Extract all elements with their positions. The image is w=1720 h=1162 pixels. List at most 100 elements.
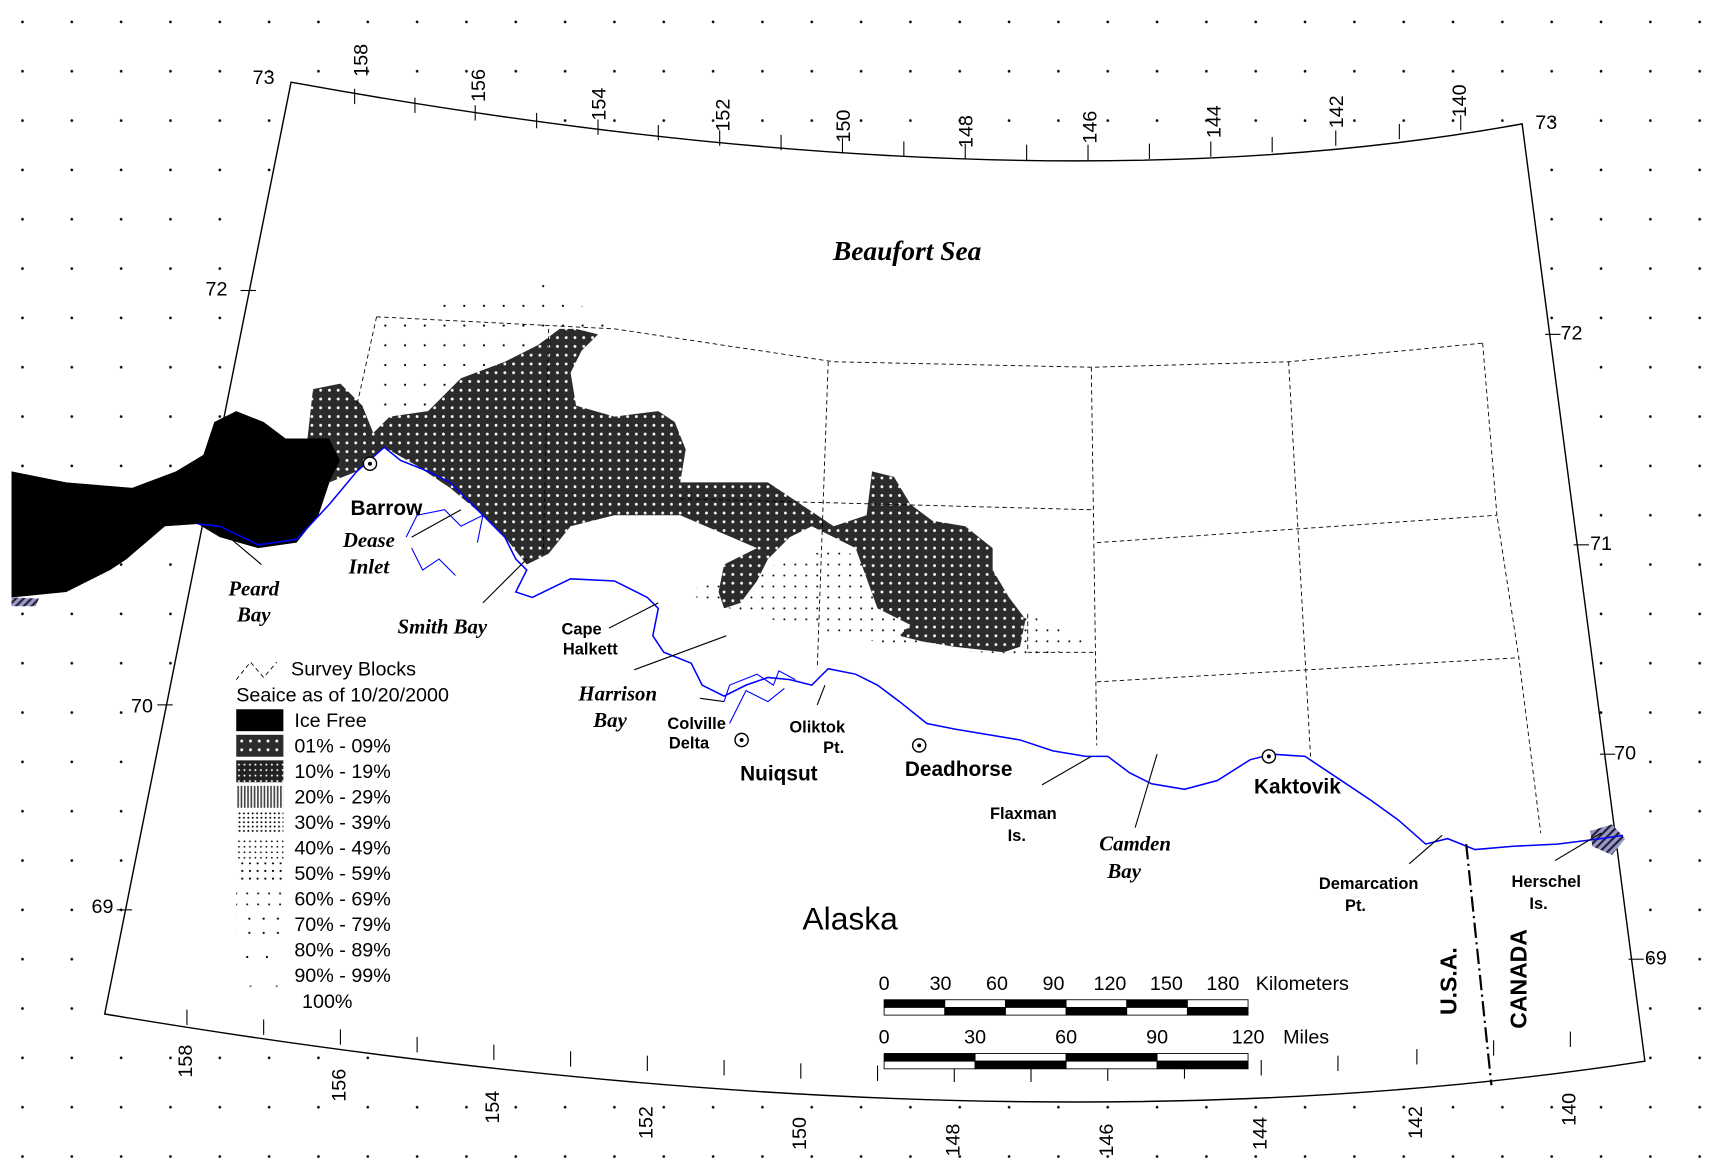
legend-label: 100% — [302, 991, 352, 1013]
scale-bar-segment — [944, 1006, 1006, 1016]
scale-label: 0 — [879, 973, 890, 995]
scale-bar-segment — [1156, 1060, 1249, 1070]
leader-line — [411, 509, 462, 538]
latitude-label: 72 — [1560, 323, 1582, 345]
scale-bar-segment — [883, 999, 946, 1008]
longitude-label: 150 — [833, 110, 855, 143]
place-label: Delta — [669, 735, 710, 753]
latitude-label: 73 — [253, 67, 275, 89]
legend-label: 20% - 29% — [294, 786, 390, 808]
longitude-label: 150 — [789, 1117, 811, 1150]
longitude-label: 152 — [636, 1106, 658, 1139]
place-label: Peard — [227, 576, 279, 600]
place-label: Camden — [1099, 832, 1171, 856]
legend-label: Survey Blocks — [291, 658, 416, 680]
place-label: Halkett — [563, 640, 618, 658]
legend-label: 50% - 59% — [294, 863, 390, 885]
place-label: Deadhorse — [905, 758, 1013, 781]
place-label: Inlet — [348, 554, 391, 578]
leader-line — [1041, 755, 1092, 786]
scale-bar-segment — [1065, 999, 1128, 1008]
longitude-label: 146 — [1096, 1124, 1118, 1157]
scale-label: 120 — [1232, 1027, 1265, 1049]
legend-label: 70% - 79% — [294, 914, 390, 936]
legend-swatch — [236, 888, 284, 910]
town-marker-dot — [917, 743, 922, 748]
scale-bar-segment — [974, 1053, 1067, 1062]
longitude-label: 146 — [1080, 111, 1102, 144]
leader-line — [633, 635, 727, 671]
latitude-label: 69 — [1645, 947, 1667, 969]
scale-bar-segment — [1186, 1006, 1249, 1016]
legend-swatch — [236, 939, 284, 962]
legend-swatch — [236, 734, 284, 757]
survey-block-line — [1482, 343, 1542, 834]
leader-line — [608, 602, 659, 629]
ice-01-09 — [307, 328, 1026, 653]
place-label: Is. — [1529, 895, 1547, 913]
legend-swatch — [236, 862, 284, 885]
scale-bar-segment — [1186, 999, 1249, 1008]
place-label: Nuiqsut — [740, 763, 818, 786]
longitude-label: 144 — [1203, 105, 1225, 138]
coastline-detail — [723, 670, 796, 702]
legend-label: 10% - 19% — [294, 761, 390, 783]
coastline-detail — [729, 688, 785, 724]
longitude-label: 158 — [351, 44, 373, 77]
leader-line — [1554, 832, 1602, 862]
place-label: Herschel — [1512, 873, 1581, 891]
leader-line — [699, 697, 725, 703]
town-marker-dot — [739, 737, 744, 742]
ice-patch — [11, 597, 39, 607]
scale-unit: Miles — [1283, 1027, 1329, 1049]
scale-label: 0 — [879, 1027, 890, 1049]
region-label: U.S.A. — [1435, 947, 1461, 1015]
longitude-label: 142 — [1405, 1106, 1427, 1139]
place-label: Pt. — [823, 739, 844, 757]
scale-label: 90 — [1043, 973, 1065, 995]
longitude-label: 158 — [175, 1045, 197, 1078]
scale-unit: Kilometers — [1256, 973, 1349, 995]
legend-label: 80% - 89% — [294, 940, 390, 962]
legend-label: 40% - 49% — [294, 838, 390, 860]
town-marker-dot — [368, 461, 372, 466]
scale-label: 60 — [1055, 1027, 1077, 1049]
place-label: Bay — [592, 708, 627, 732]
legend-label: 90% - 99% — [294, 965, 390, 987]
coastline-detail — [411, 547, 456, 576]
region-label: Alaska — [802, 901, 898, 937]
place-label: Oliktok — [789, 718, 846, 736]
scale-bar-segment — [883, 1053, 976, 1062]
survey-block-line — [542, 328, 550, 554]
scale-label: 30 — [930, 973, 952, 995]
scale-label: 150 — [1150, 973, 1183, 995]
region-label: CANADA — [1506, 929, 1532, 1029]
scale-bar-segment — [1065, 1006, 1128, 1016]
leader-line — [1408, 834, 1443, 865]
place-label: Cape — [561, 621, 601, 639]
place-label: Bay — [236, 603, 271, 627]
survey-block-line — [1090, 367, 1098, 746]
scale-bar-segment — [1004, 1006, 1067, 1016]
scale-label: 30 — [964, 1027, 986, 1049]
leader-line — [219, 529, 262, 565]
longitude-label: 144 — [1249, 1117, 1271, 1150]
place-label: Pt. — [1345, 897, 1366, 915]
scale-bar-segment — [1156, 1053, 1249, 1062]
leader-line — [482, 558, 528, 604]
latitude-label: 69 — [92, 896, 114, 918]
scale-bar-segment — [1065, 1060, 1158, 1070]
place-label: Barrow — [351, 497, 424, 520]
latitude-label: 72 — [206, 279, 228, 301]
legend-swatch — [236, 760, 284, 783]
survey-block-line — [816, 361, 829, 669]
legend-label: 01% - 09% — [294, 735, 390, 757]
leader-line — [816, 684, 826, 706]
scale-bar-segment — [883, 1006, 946, 1016]
latitude-label: 70 — [131, 695, 153, 717]
leader-line — [1134, 754, 1158, 828]
scale-label: 120 — [1093, 973, 1126, 995]
longitude-label: 140 — [1559, 1093, 1581, 1126]
place-label: Kaktovik — [1254, 776, 1341, 799]
